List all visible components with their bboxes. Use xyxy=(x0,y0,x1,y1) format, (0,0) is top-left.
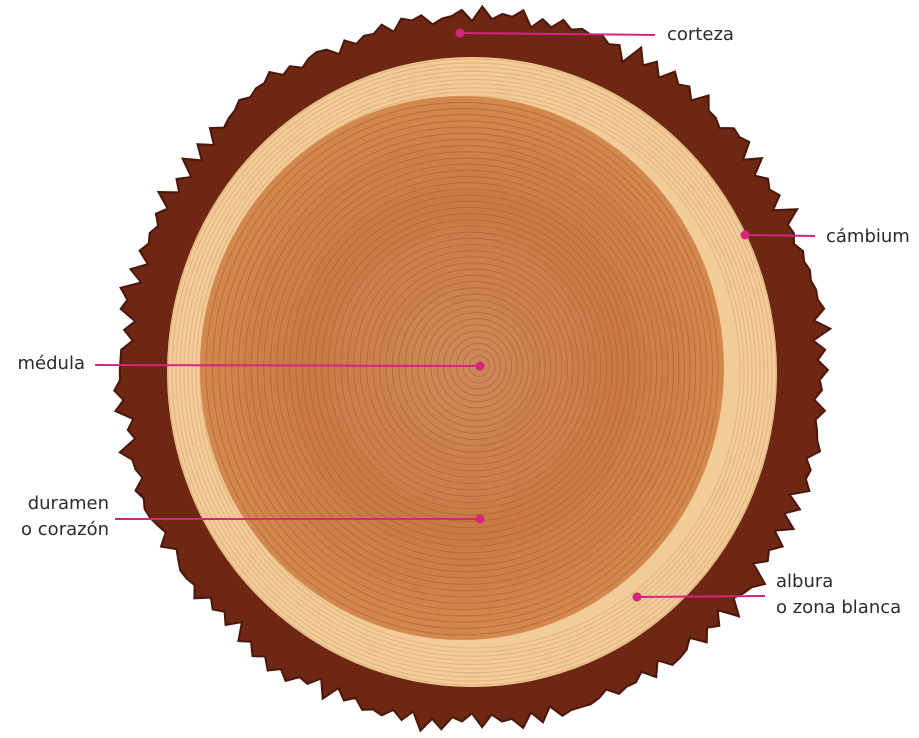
page: corteza cámbium médula duramen o corazón… xyxy=(0,0,919,738)
label-line: duramen xyxy=(28,493,109,514)
leader-line xyxy=(637,596,765,597)
pointer-dot xyxy=(456,29,465,38)
pointer-dot xyxy=(476,362,485,371)
pointer-dot xyxy=(476,515,485,524)
pointer-dot xyxy=(633,593,642,602)
leader-line xyxy=(745,235,815,236)
diagram: corteza cámbium médula duramen o corazón… xyxy=(0,0,919,738)
label: corteza xyxy=(667,24,734,45)
leader-line xyxy=(95,365,480,366)
wood-slice xyxy=(114,7,830,731)
label-line: o zona blanca xyxy=(776,597,901,618)
label-line: o corazón xyxy=(21,519,109,540)
pointer-dot xyxy=(741,231,750,240)
label-line: albura xyxy=(776,571,833,592)
label: cámbium xyxy=(826,226,910,247)
label: médula xyxy=(18,353,85,374)
